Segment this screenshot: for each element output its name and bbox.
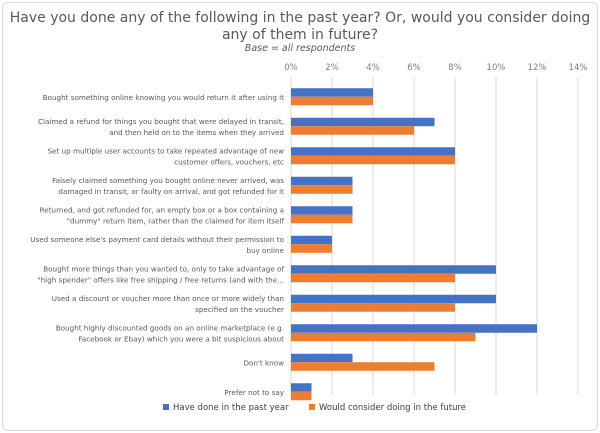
- category-label: Prefer not to say: [224, 388, 284, 397]
- category-label: Don't know: [243, 358, 284, 367]
- bar-future: [291, 126, 414, 135]
- x-tick-label: 2%: [325, 63, 339, 73]
- x-tick-label: 4%: [366, 63, 380, 73]
- x-tick-label: 6%: [407, 63, 421, 73]
- legend-label: Would consider doing in the future: [319, 403, 466, 413]
- bar-future: [291, 391, 312, 401]
- category-label: Returned, and got refunded for, an empty…: [40, 205, 285, 225]
- bar-future: [291, 332, 476, 342]
- bar-future: [291, 244, 332, 253]
- bar-past-year: [291, 176, 353, 186]
- bar-past-year: [291, 235, 332, 245]
- legend[interactable]: Have done in the past year Would consider…: [163, 403, 466, 413]
- bar-past-year: [291, 206, 353, 215]
- bar-past-year: [291, 383, 312, 392]
- chart-title: Have you done any of the following in th…: [9, 10, 591, 43]
- bar-past-year: [291, 88, 373, 97]
- bar-future: [291, 214, 353, 224]
- legend-swatch: [309, 404, 315, 410]
- category-label: Bought more things than you wanted to, o…: [37, 264, 284, 284]
- x-axis-ticks: 0% 2% 4% 6% 8% 10% 12% 14%: [284, 63, 587, 73]
- bar-future: [291, 96, 373, 106]
- category-label: Falsely claimed something you bought onl…: [52, 176, 284, 196]
- bar-future: [291, 303, 455, 312]
- bar-past-year: [291, 324, 537, 333]
- bar-past-year: [291, 353, 353, 363]
- bar-past-year: [291, 265, 496, 274]
- bars: [291, 88, 537, 401]
- x-tick-label: 12%: [528, 63, 547, 73]
- x-tick-label: 14%: [569, 63, 588, 73]
- legend-swatch: [163, 404, 169, 410]
- x-tick-label: 8%: [448, 63, 462, 73]
- bar-future: [291, 273, 455, 283]
- bar-future: [291, 185, 353, 194]
- bar-past-year: [291, 294, 496, 304]
- category-label: Claimed a refund for things you bought t…: [38, 117, 284, 137]
- category-labels: Bought something online knowing you woul…: [30, 93, 284, 397]
- bar-future: [291, 362, 435, 371]
- x-tick-label: 10%: [487, 63, 506, 73]
- category-label: Bought something online knowing you woul…: [43, 93, 285, 102]
- category-label: Bought highly discounted goods on an onl…: [56, 323, 284, 343]
- category-label: Set up multiple user accounts to take re…: [47, 146, 284, 166]
- bar-past-year: [291, 117, 435, 127]
- legend-label: Have done in the past year: [173, 403, 289, 413]
- category-label: Used someone else's payment card details…: [30, 235, 284, 255]
- category-label: Used a discount or voucher more than onc…: [52, 294, 284, 314]
- bar-future: [291, 155, 455, 165]
- x-tick-label: 0%: [284, 63, 298, 73]
- bar-past-year: [291, 147, 455, 156]
- chart-subtitle: Base = all respondents: [244, 43, 356, 54]
